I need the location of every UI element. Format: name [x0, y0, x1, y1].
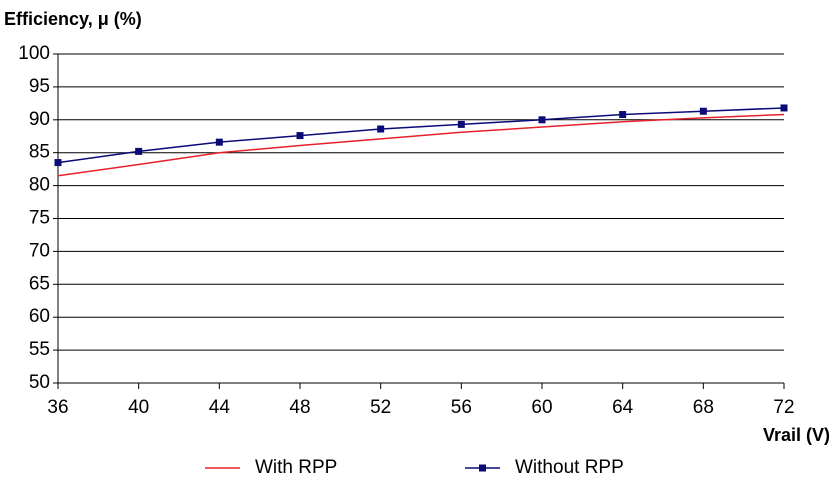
x-tick-label: 52 — [370, 397, 391, 418]
marker — [619, 111, 627, 119]
y-tick-label: 60 — [29, 306, 50, 327]
x-tick-label: 60 — [531, 397, 552, 418]
x-tick-label: 56 — [451, 397, 472, 418]
x-axis-title: Vrail (V) — [763, 425, 830, 445]
y-tick-label: 85 — [29, 142, 50, 163]
y-tick-label: 55 — [29, 339, 50, 360]
y-tick-label: 90 — [29, 109, 50, 130]
x-tick-label: 48 — [289, 397, 310, 418]
legend-label: With RPP — [255, 457, 337, 478]
marker — [377, 125, 385, 133]
marker — [780, 104, 788, 112]
series-line — [57, 113, 785, 177]
x-tick-label: 68 — [693, 397, 714, 418]
marker — [538, 116, 546, 124]
marker — [457, 120, 465, 128]
series-line — [57, 107, 785, 164]
x-tick-label: 72 — [773, 397, 794, 418]
x-tick-label: 44 — [209, 397, 231, 418]
y-tick-label: 75 — [29, 208, 50, 229]
x-tick-label: 40 — [128, 397, 149, 418]
y-axis-title: Efficiency, μ (%) — [4, 9, 142, 29]
marker — [296, 132, 304, 140]
legend-label: Without RPP — [515, 457, 624, 478]
y-tick-label: 50 — [29, 372, 50, 393]
marker — [54, 159, 62, 167]
marker — [699, 107, 707, 115]
marker — [135, 147, 143, 155]
y-tick-label: 65 — [29, 273, 50, 294]
y-tick-label: 80 — [29, 175, 50, 196]
marker — [215, 138, 223, 146]
y-tick-label: 95 — [29, 76, 50, 97]
x-tick-label: 36 — [47, 397, 68, 418]
x-tick-label: 64 — [612, 397, 634, 418]
y-tick-label: 70 — [29, 240, 50, 261]
y-tick-label: 100 — [18, 43, 50, 64]
legend-marker — [479, 464, 486, 472]
